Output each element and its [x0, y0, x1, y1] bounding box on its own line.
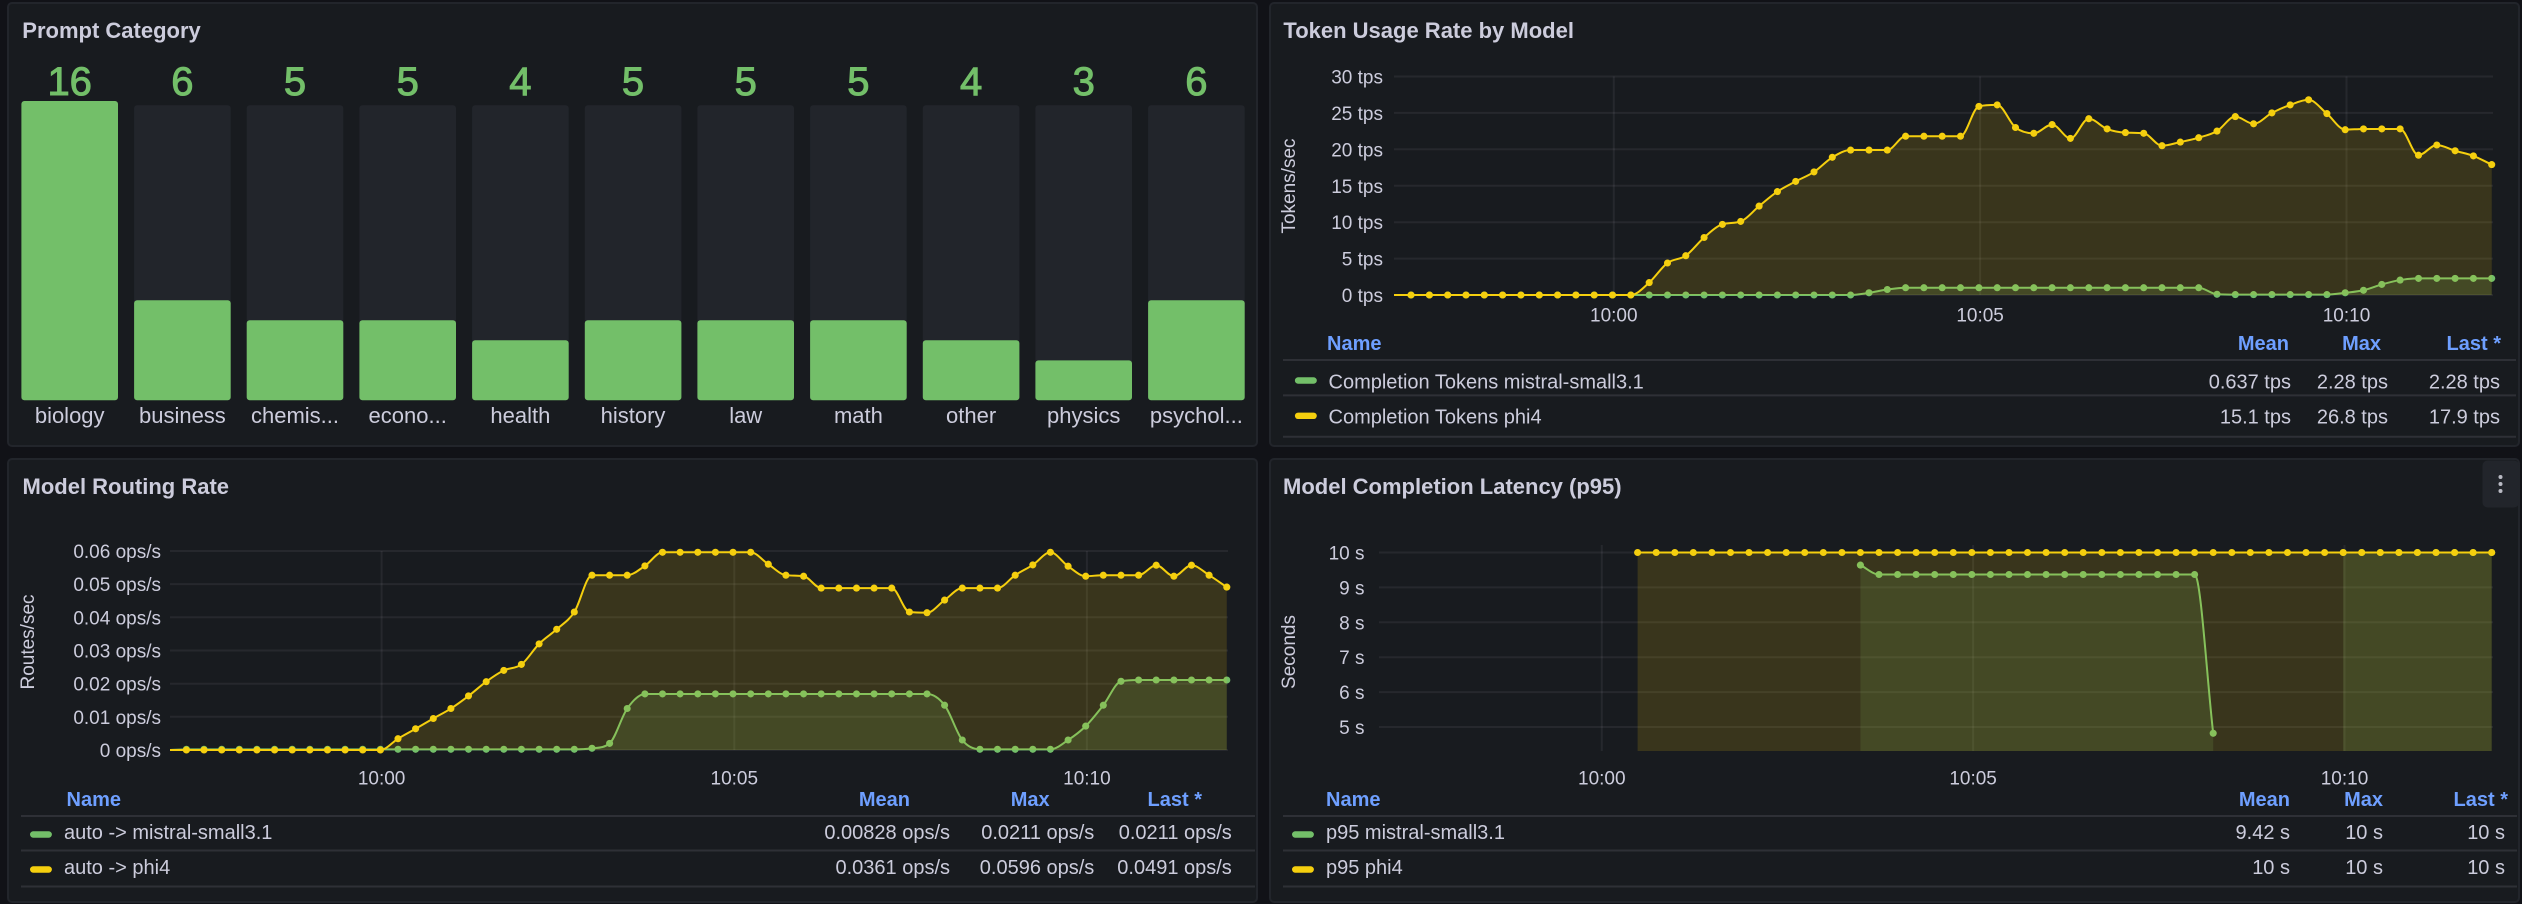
svg-text:25 tps: 25 tps	[1331, 104, 1383, 125]
svg-text:chemis...: chemis...	[251, 403, 339, 428]
svg-text:3: 3	[1073, 60, 1095, 104]
svg-text:0.06 ops/s: 0.06 ops/s	[73, 542, 161, 563]
svg-text:Max: Max	[2344, 789, 2383, 811]
svg-text:0.01 ops/s: 0.01 ops/s	[73, 708, 161, 729]
svg-text:20 tps: 20 tps	[1331, 140, 1383, 161]
svg-text:history: history	[601, 403, 666, 428]
svg-text:Name: Name	[67, 789, 121, 811]
svg-text:other: other	[946, 403, 996, 428]
svg-text:10:05: 10:05	[1949, 769, 1997, 790]
svg-text:p95 phi4: p95 phi4	[1326, 857, 1403, 879]
svg-text:math: math	[834, 403, 883, 428]
svg-text:health: health	[490, 403, 550, 428]
svg-text:5 tps: 5 tps	[1342, 250, 1383, 271]
svg-text:10:00: 10:00	[1590, 306, 1638, 327]
svg-text:10:10: 10:10	[2321, 769, 2369, 790]
svg-text:15 tps: 15 tps	[1331, 177, 1383, 198]
svg-text:0 tps: 0 tps	[1342, 286, 1383, 307]
svg-text:Last *: Last *	[2454, 789, 2509, 811]
svg-text:26.8 tps: 26.8 tps	[2317, 407, 2388, 429]
svg-text:Name: Name	[1326, 789, 1380, 811]
svg-text:auto -> phi4: auto -> phi4	[64, 857, 170, 879]
svg-text:6: 6	[1185, 60, 1207, 104]
svg-text:2.28 tps: 2.28 tps	[2429, 371, 2500, 393]
svg-text:Max: Max	[2342, 333, 2381, 355]
svg-text:0.0596 ops/s: 0.0596 ops/s	[980, 857, 1095, 879]
svg-text:5: 5	[735, 60, 757, 104]
svg-text:15.1 tps: 15.1 tps	[2220, 407, 2291, 429]
svg-text:0.0361 ops/s: 0.0361 ops/s	[835, 857, 950, 879]
svg-text:Prompt Category: Prompt Category	[22, 18, 201, 43]
svg-text:8 s: 8 s	[1339, 613, 1364, 634]
svg-text:6 s: 6 s	[1339, 683, 1364, 704]
svg-text:0.02 ops/s: 0.02 ops/s	[73, 675, 161, 696]
svg-text:9.42 s: 9.42 s	[2236, 822, 2290, 844]
svg-text:Model Routing Rate: Model Routing Rate	[23, 474, 230, 499]
svg-text:10 s: 10 s	[1329, 544, 1365, 565]
svg-text:Completion Tokens mistral-smal: Completion Tokens mistral-small3.1	[1329, 371, 1644, 393]
svg-text:Last *: Last *	[2447, 333, 2502, 355]
svg-text:econo...: econo...	[369, 403, 447, 428]
svg-text:law: law	[729, 403, 762, 428]
svg-text:Name: Name	[1327, 333, 1381, 355]
svg-text:6: 6	[171, 60, 193, 104]
svg-text:psychol...: psychol...	[1150, 403, 1243, 428]
svg-text:10:00: 10:00	[358, 769, 406, 790]
svg-text:10 s: 10 s	[2467, 822, 2505, 844]
svg-text:10:05: 10:05	[711, 769, 759, 790]
svg-text:10:00: 10:00	[1578, 769, 1626, 790]
svg-text:10 s: 10 s	[2345, 822, 2383, 844]
svg-text:Mean: Mean	[859, 789, 910, 811]
svg-text:Completion Tokens phi4: Completion Tokens phi4	[1329, 407, 1542, 429]
svg-text:Token Usage Rate by Model: Token Usage Rate by Model	[1283, 18, 1574, 43]
svg-text:0.00828 ops/s: 0.00828 ops/s	[824, 822, 950, 844]
svg-text:10 s: 10 s	[2252, 857, 2290, 879]
svg-text:16: 16	[47, 60, 92, 104]
svg-text:5: 5	[622, 60, 644, 104]
svg-text:5 s: 5 s	[1339, 718, 1364, 739]
svg-text:business: business	[139, 403, 226, 428]
svg-text:10 s: 10 s	[2345, 857, 2383, 879]
svg-text:Seconds: Seconds	[1279, 615, 1300, 689]
svg-text:0 ops/s: 0 ops/s	[100, 741, 161, 762]
svg-text:Mean: Mean	[2238, 333, 2289, 355]
svg-text:biology: biology	[35, 403, 105, 428]
svg-text:0.04 ops/s: 0.04 ops/s	[73, 608, 161, 629]
svg-text:10:05: 10:05	[1956, 306, 2004, 327]
svg-text:0.0211 ops/s: 0.0211 ops/s	[981, 822, 1094, 844]
svg-text:10 s: 10 s	[2467, 857, 2505, 879]
svg-text:7 s: 7 s	[1339, 648, 1364, 669]
svg-text:0.05 ops/s: 0.05 ops/s	[73, 575, 161, 596]
svg-text:p95 mistral-small3.1: p95 mistral-small3.1	[1326, 822, 1505, 844]
svg-text:0.0491 ops/s: 0.0491 ops/s	[1117, 857, 1232, 879]
svg-text:0.637 tps: 0.637 tps	[2209, 371, 2291, 393]
svg-text:2.28 tps: 2.28 tps	[2317, 371, 2388, 393]
svg-text:5: 5	[397, 60, 419, 104]
svg-text:4: 4	[509, 60, 531, 104]
svg-text:17.9 tps: 17.9 tps	[2429, 407, 2500, 429]
svg-text:0.03 ops/s: 0.03 ops/s	[73, 642, 161, 663]
svg-text:Max: Max	[1011, 789, 1050, 811]
svg-text:9 s: 9 s	[1339, 578, 1364, 599]
svg-text:30 tps: 30 tps	[1331, 68, 1383, 89]
svg-text:Last *: Last *	[1148, 789, 1203, 811]
svg-text:10:10: 10:10	[2323, 306, 2371, 327]
svg-text:5: 5	[284, 60, 306, 104]
svg-text:10:10: 10:10	[1063, 769, 1111, 790]
svg-text:physics: physics	[1047, 403, 1120, 428]
svg-text:Tokens/sec: Tokens/sec	[1279, 138, 1300, 233]
svg-text:Model Completion Latency (p95): Model Completion Latency (p95)	[1283, 474, 1622, 499]
svg-text:5: 5	[847, 60, 869, 104]
svg-text:Mean: Mean	[2239, 789, 2290, 811]
svg-text:4: 4	[960, 60, 982, 104]
svg-text:0.0211 ops/s: 0.0211 ops/s	[1119, 822, 1232, 844]
svg-text:10 tps: 10 tps	[1331, 213, 1383, 234]
svg-text:auto -> mistral-small3.1: auto -> mistral-small3.1	[64, 822, 272, 844]
svg-text:Routes/sec: Routes/sec	[18, 594, 39, 689]
